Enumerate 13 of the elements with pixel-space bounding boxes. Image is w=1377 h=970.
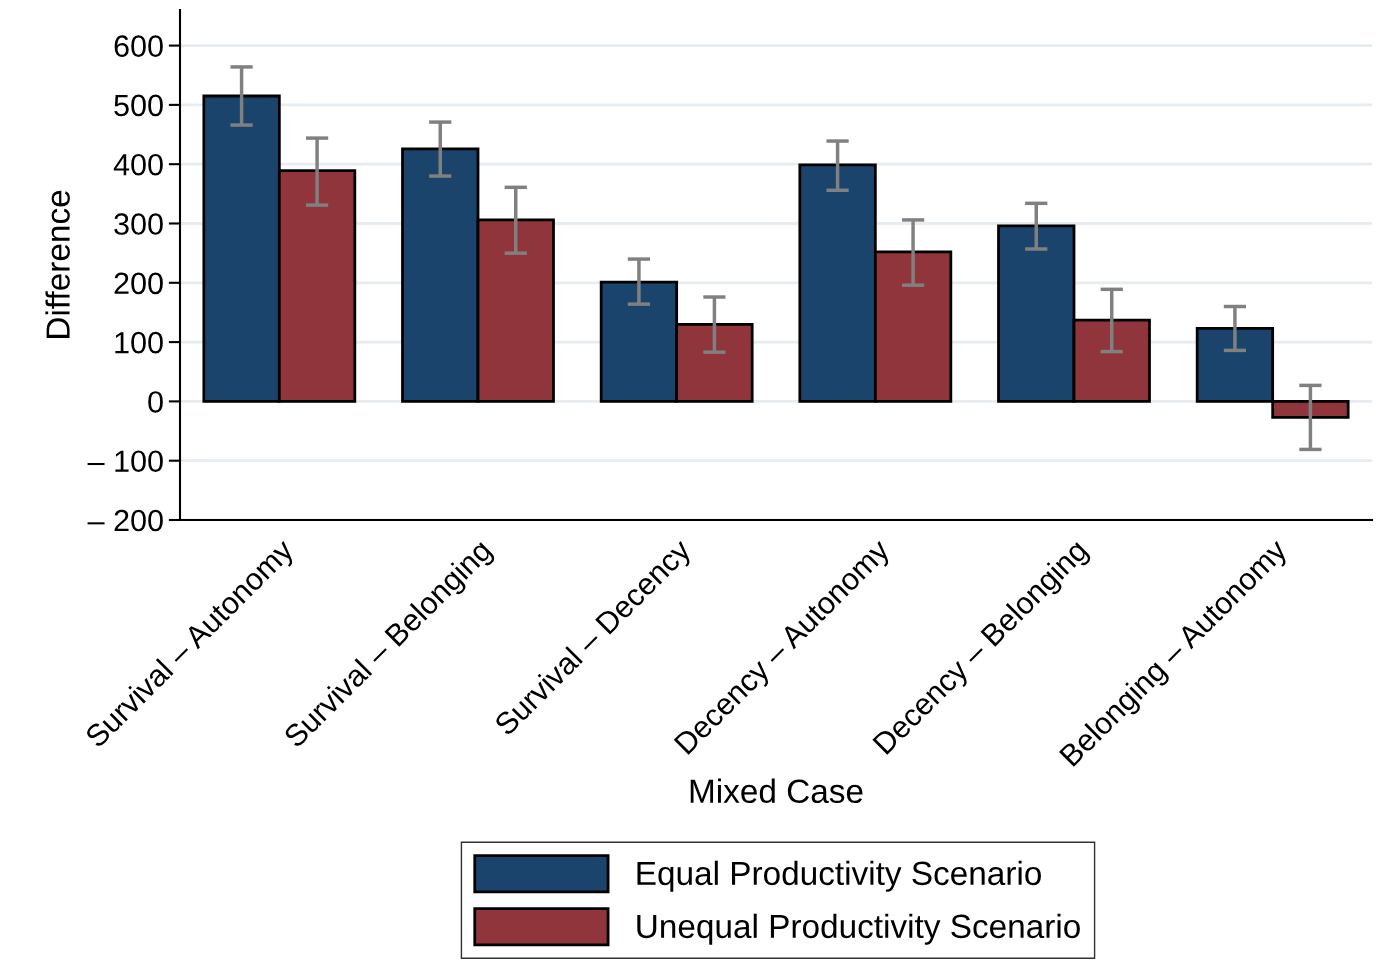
y-tick-label: 400 [113,153,163,176]
y-tick-label: 200 [114,272,163,295]
y-tick-label: 0 [148,391,163,413]
y-tick-label: 600 [114,35,163,57]
legend-label: Unequal Productivity Scenario [637,913,1080,945]
y-tick-label: – 200 [87,509,163,532]
x-axis-title: Mixed Case [690,778,863,804]
y-tick-label: 300 [114,213,163,235]
y-axis-title: Difference [45,190,70,338]
y-tick-label: 500 [114,94,163,117]
legend-label: Equal Productivity Scenario [637,860,1041,892]
y-tick-label: – 100 [87,450,163,473]
y-tick-label: 100 [115,331,163,354]
